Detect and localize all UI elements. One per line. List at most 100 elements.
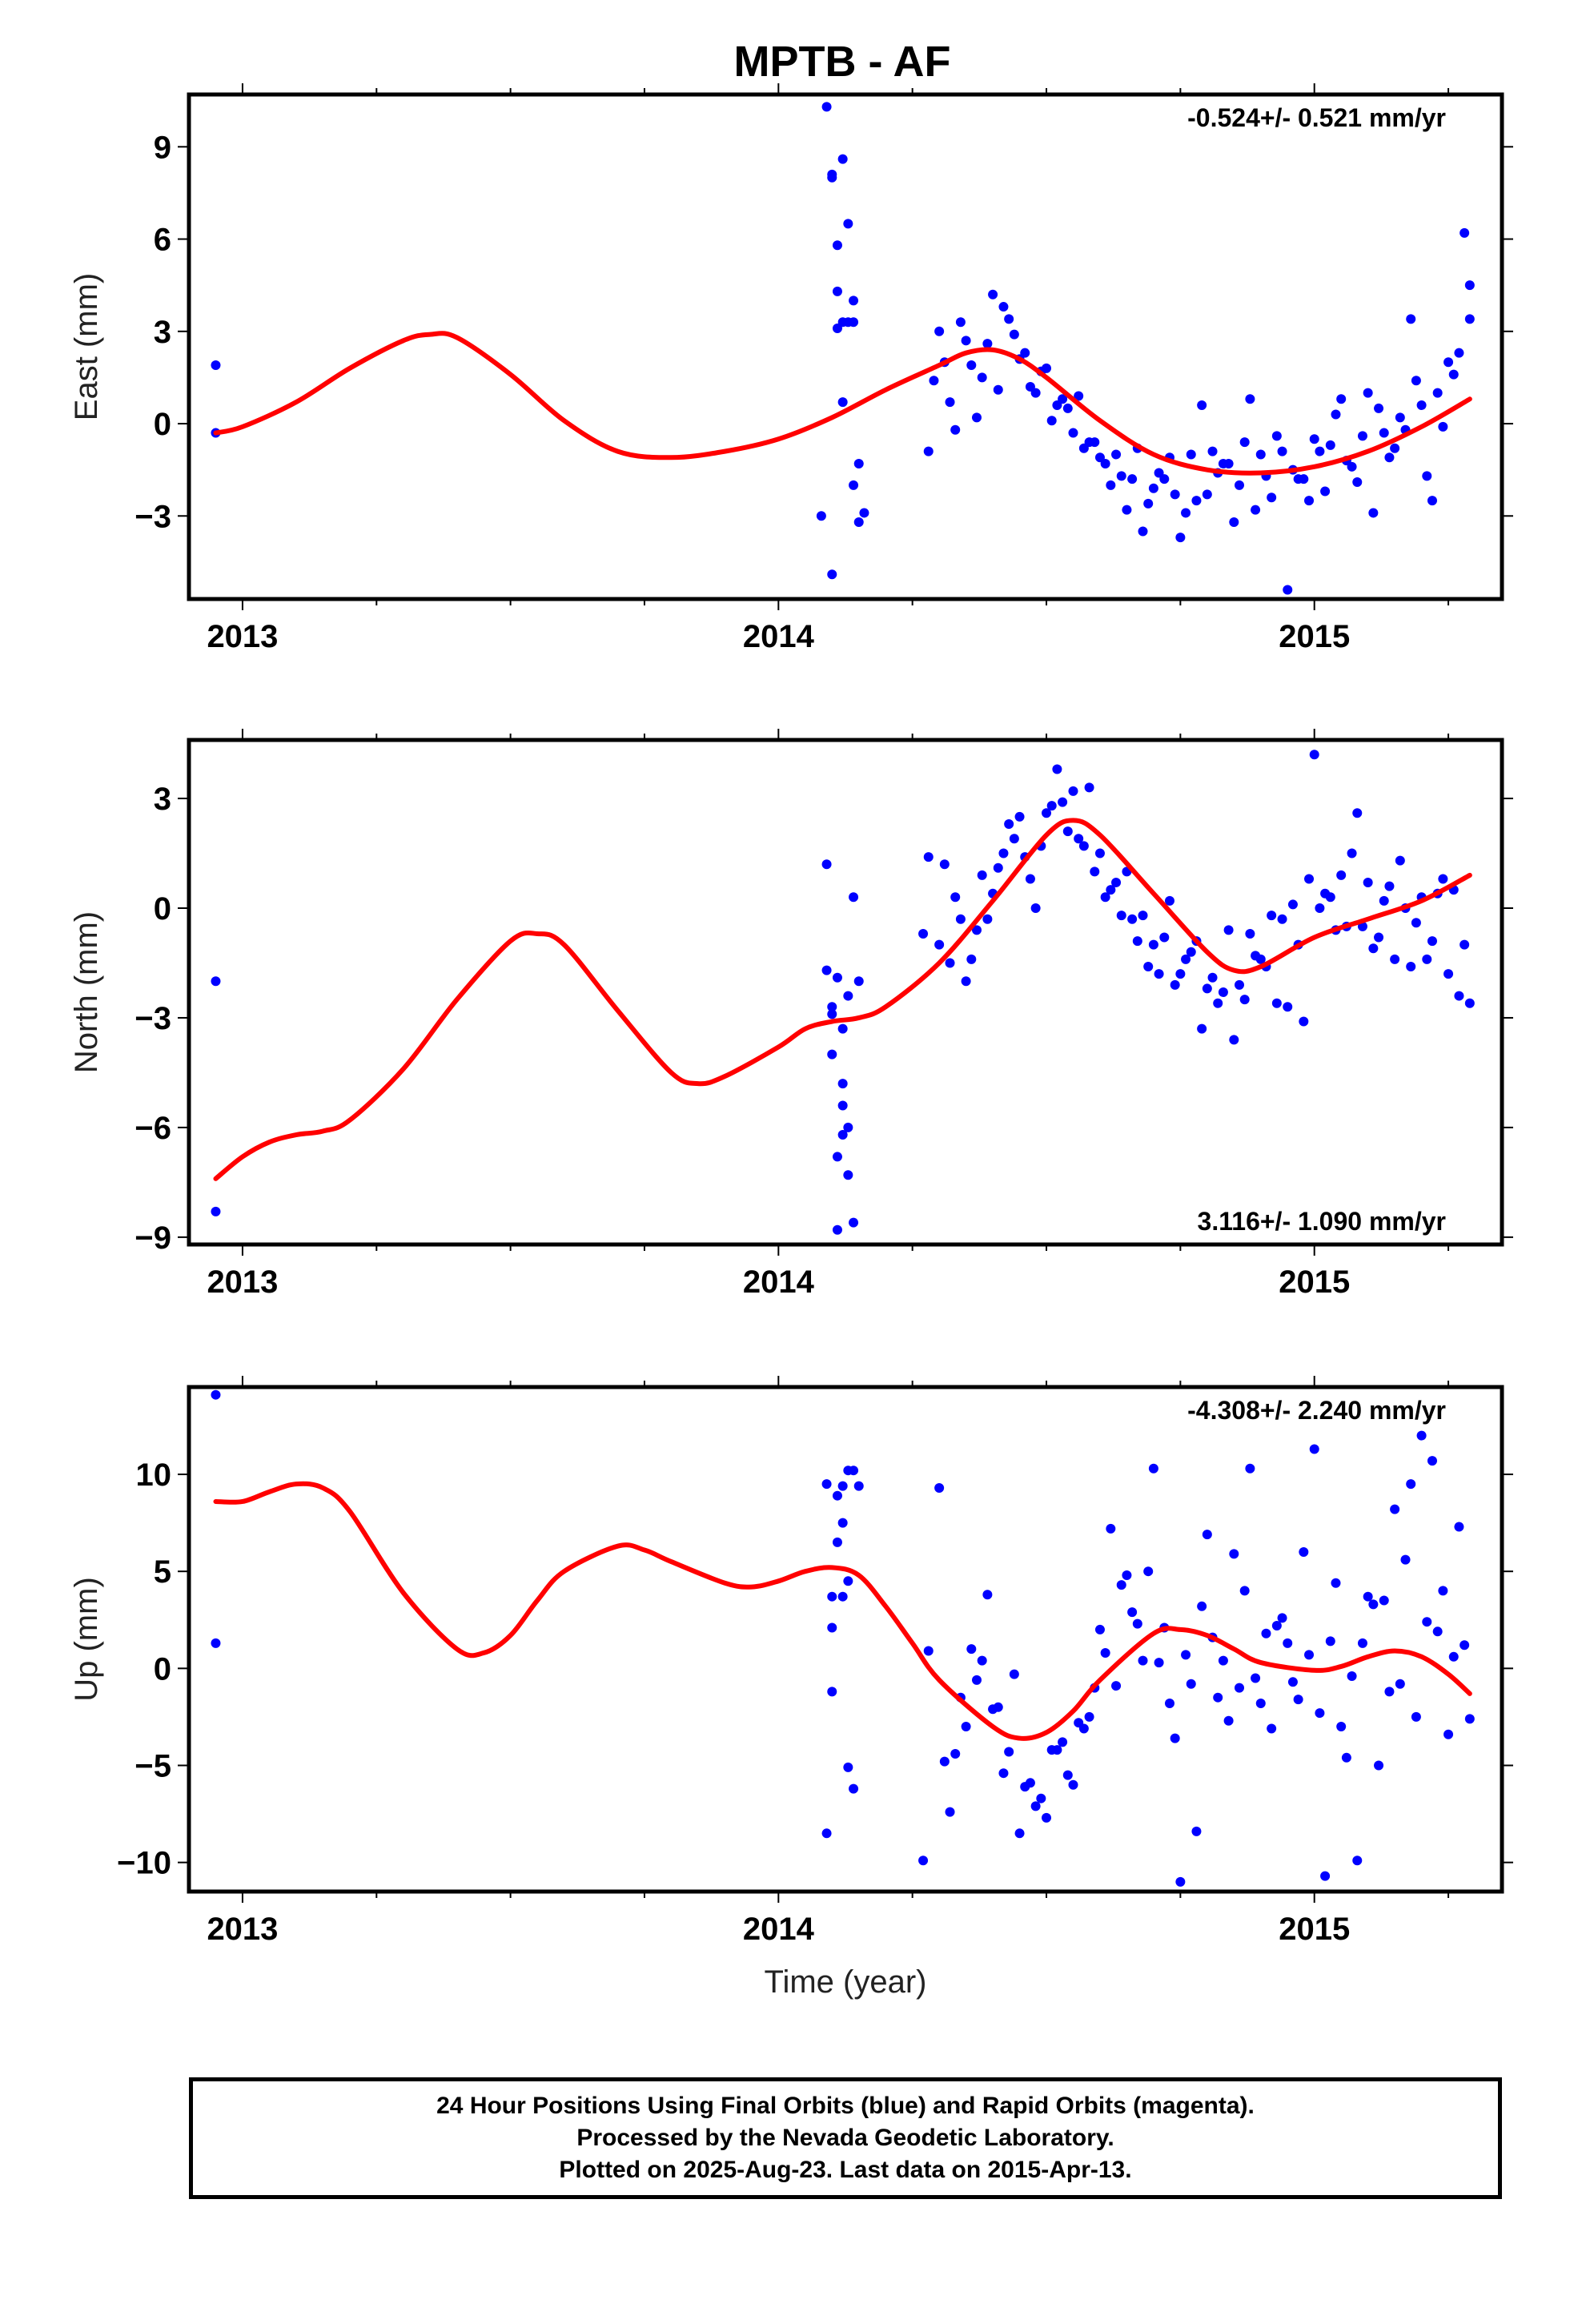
data-point [1320,1871,1331,1881]
x-tick-label: 2015 [1279,1912,1350,1947]
data-point [923,1646,934,1656]
data-point [1287,1677,1298,1687]
data-point [1368,943,1379,954]
data-point [1106,885,1116,895]
data-point [1197,1601,1207,1611]
data-point [1352,477,1363,488]
data-point [1175,969,1186,979]
data-point [988,289,998,300]
plot-frame [187,92,1504,601]
data-point [837,1130,848,1140]
data-point [1283,1002,1293,1012]
data-point [923,446,934,456]
data-point [1390,443,1400,453]
data-point [1148,1463,1158,1474]
rate-annotation: -4.308+/- 2.240 mm/yr [1187,1396,1446,1425]
data-point [1448,1651,1459,1662]
data-point [966,360,977,371]
data-point [1239,1586,1250,1596]
data-point [1009,329,1019,340]
data-point [1309,1444,1319,1454]
data-point [832,1537,842,1547]
data-point [843,991,853,1001]
data-point [1293,474,1303,485]
data-point [849,317,859,328]
data-point [1009,1669,1019,1679]
data-point [1315,446,1325,456]
data-point [1170,489,1180,500]
data-point [945,958,955,968]
y-tick-label: −3 [135,1001,171,1036]
data-point [1352,1856,1363,1866]
data-point [1127,1607,1138,1618]
data-point [1411,918,1421,928]
data-point [1464,314,1475,324]
data-point [1368,508,1379,518]
data-point [1127,914,1138,924]
data-point [1068,1779,1078,1790]
data-point [1186,947,1196,957]
data-point [837,154,848,164]
data-point [1331,409,1341,420]
data-point [832,1152,842,1162]
data-point [1197,400,1207,410]
data-point [1374,932,1384,943]
data-point [827,1687,837,1697]
data-point [1090,866,1100,877]
data-point [1235,1683,1244,1693]
data-point [1271,1621,1282,1631]
data-point [939,1756,950,1767]
data-point [1175,533,1186,543]
data-point [993,1702,1003,1712]
data-point [1068,428,1078,438]
data-point [1299,1016,1309,1027]
panel-1: 2013 2014 2015 −3 0 3 6 9 East (mm) -0.524+/- 0.5… [69,83,1513,654]
data-point [827,1002,837,1012]
data-point [1138,1655,1148,1666]
data-point [1427,1456,1437,1466]
data-point [1411,1711,1421,1722]
data-point [977,372,987,383]
data-point [982,914,993,924]
data-point [1186,1679,1196,1689]
data-point [827,169,837,179]
data-point [1197,1023,1207,1034]
data-point [945,397,955,408]
data-point [961,1722,971,1732]
data-point [837,1079,848,1089]
x-tick-label: 2013 [207,1265,278,1300]
data-point [1111,449,1122,460]
data-point [1443,357,1454,368]
data-point [211,1206,221,1216]
data-point [1046,416,1057,426]
data-point [1116,1580,1126,1590]
data-point [849,892,859,903]
y-tick-label: −9 [135,1220,171,1256]
data-point [1448,369,1459,380]
data-point [966,1644,977,1655]
data-point [849,296,859,306]
data-point [923,852,934,862]
data-point [832,240,842,251]
data-point [816,511,826,521]
data-point [1094,1624,1105,1634]
data-point [1106,480,1116,490]
data-point [1277,1613,1287,1623]
panel-2: 2013 2014 2015 −9 −6 −3 0 3 North (mm) 3.116+/- 1… [69,729,1513,1300]
data-point [950,424,961,435]
data-point [211,1389,221,1400]
data-point [1315,1708,1325,1719]
data-point [1025,874,1035,884]
data-point [837,1518,848,1528]
y-tick-label: 10 [136,1458,172,1493]
x-axis-label: Time (year) [765,1964,927,2000]
data-point [1438,421,1448,432]
data-point [1443,1729,1454,1739]
data-point [1363,1591,1373,1602]
data-point [1062,826,1073,837]
data-point [843,1170,853,1180]
data-point [1460,939,1470,950]
y-tick-label: 0 [154,407,171,442]
data-point [849,1783,859,1794]
data-point [1084,782,1094,793]
